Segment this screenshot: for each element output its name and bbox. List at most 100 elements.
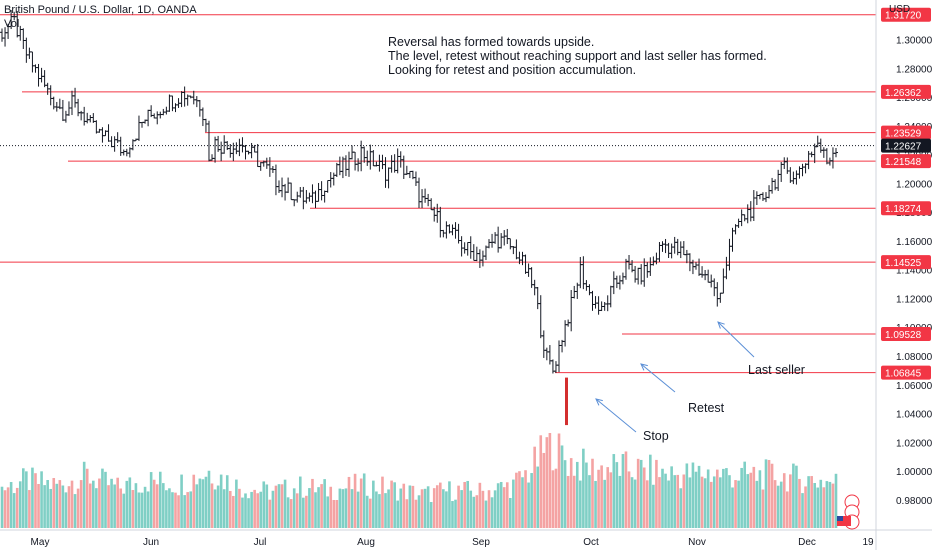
volume-bar xyxy=(31,467,34,528)
volume-bar xyxy=(311,478,314,528)
volume-bar xyxy=(61,485,65,528)
level-label: 1.31720 xyxy=(885,11,922,22)
volume-bar xyxy=(219,474,223,528)
volume-bar xyxy=(37,483,40,528)
volume-bar xyxy=(582,448,585,528)
volume-bar xyxy=(664,473,667,528)
volume-bar xyxy=(405,499,409,528)
volume-bar xyxy=(244,493,247,528)
volume-bar xyxy=(362,473,366,528)
y-tick-label: 1.12000 xyxy=(896,294,932,305)
x-tick-label: Dec xyxy=(798,537,816,548)
volume-bar xyxy=(566,475,570,528)
volume-bar xyxy=(454,499,457,528)
level-badge xyxy=(881,201,931,216)
volume-bar xyxy=(505,482,509,528)
volume-bar xyxy=(597,469,600,528)
volume-bar xyxy=(390,480,393,528)
volume-bar xyxy=(353,473,357,528)
volume-bar xyxy=(22,468,25,528)
volume-bar xyxy=(329,486,333,528)
volume-bar xyxy=(375,491,378,528)
volume-bar xyxy=(606,467,610,528)
volume-bar xyxy=(639,459,643,528)
volume-bar xyxy=(579,480,582,528)
volume-bar xyxy=(344,488,348,528)
y-tick-label: 1.08000 xyxy=(896,352,932,363)
volume-bar xyxy=(499,481,503,528)
volume-bar xyxy=(502,487,506,528)
volume-bar xyxy=(545,437,549,528)
volume-bar xyxy=(831,483,835,528)
annotation-line: The level, retest without reaching suppo… xyxy=(388,49,767,63)
annotation-line: Looking for retest and position accumula… xyxy=(388,63,637,77)
volume-bar xyxy=(618,475,622,528)
flag-stack-icon xyxy=(834,494,866,530)
volume-bar xyxy=(186,492,189,528)
volume-bar xyxy=(155,484,159,528)
volume-bar xyxy=(469,490,473,528)
volume-bar xyxy=(445,491,448,528)
volume-bar xyxy=(250,491,253,528)
volume-bar xyxy=(368,498,372,528)
volume-bar xyxy=(448,481,451,528)
volume-bar xyxy=(122,493,126,528)
level-badge xyxy=(881,84,931,99)
volume-bar xyxy=(88,483,92,528)
volume-bar xyxy=(773,480,777,528)
volume-bar xyxy=(542,452,546,528)
volume-bar xyxy=(137,492,141,528)
volume-bar xyxy=(825,481,829,528)
y-tick-label: 1.30000 xyxy=(896,35,932,46)
level-badge xyxy=(881,7,931,22)
volume-bar xyxy=(435,485,439,528)
volume-bar xyxy=(557,433,561,528)
callout-arrow xyxy=(640,363,676,393)
level-label: 1.14525 xyxy=(885,258,922,269)
volume-bar xyxy=(734,480,737,528)
volume-bar xyxy=(25,471,28,528)
volume-bar xyxy=(706,469,710,528)
callout-label: Stop xyxy=(643,429,669,443)
volume-bar xyxy=(332,499,336,528)
volume-bar xyxy=(518,471,521,528)
volume-bar xyxy=(201,479,205,528)
volume-bar xyxy=(715,469,719,528)
volume-bar xyxy=(749,472,753,528)
volume-bar xyxy=(28,490,31,528)
x-tick-label: Jul xyxy=(254,537,267,548)
volume-bar xyxy=(6,487,10,528)
volume-bar xyxy=(767,459,771,528)
volume-bar xyxy=(810,476,813,528)
volume-bar xyxy=(247,498,250,528)
volume-bar xyxy=(451,501,454,528)
volume-bar xyxy=(116,477,119,528)
volume-bar xyxy=(320,484,323,528)
volume-bar xyxy=(253,489,256,528)
callout-label: Retest xyxy=(688,401,725,415)
y-tick-label: 1.14000 xyxy=(896,266,932,277)
volume-bar xyxy=(207,470,211,528)
level-badge xyxy=(881,125,931,140)
callout-arrowhead xyxy=(640,363,648,371)
volume-bar xyxy=(381,476,384,528)
volume-bar xyxy=(591,458,594,528)
volume-bar xyxy=(612,454,616,528)
volume-bar xyxy=(621,454,625,528)
volume-bar xyxy=(283,479,287,528)
volume-bar xyxy=(487,490,491,528)
x-tick-label: Sep xyxy=(472,537,490,548)
volume-bar xyxy=(740,467,743,528)
volume-bar xyxy=(676,474,680,528)
volume-bar xyxy=(289,499,293,528)
volume-bar xyxy=(789,474,792,528)
volume-bar xyxy=(128,477,132,528)
volume-bar xyxy=(554,468,558,528)
level-label: 1.23529 xyxy=(885,129,922,140)
volume-bar xyxy=(785,491,789,528)
volume-bar xyxy=(439,482,442,528)
volume-bar xyxy=(222,489,226,528)
volume-bar xyxy=(679,488,683,528)
volume-bar xyxy=(725,468,728,528)
